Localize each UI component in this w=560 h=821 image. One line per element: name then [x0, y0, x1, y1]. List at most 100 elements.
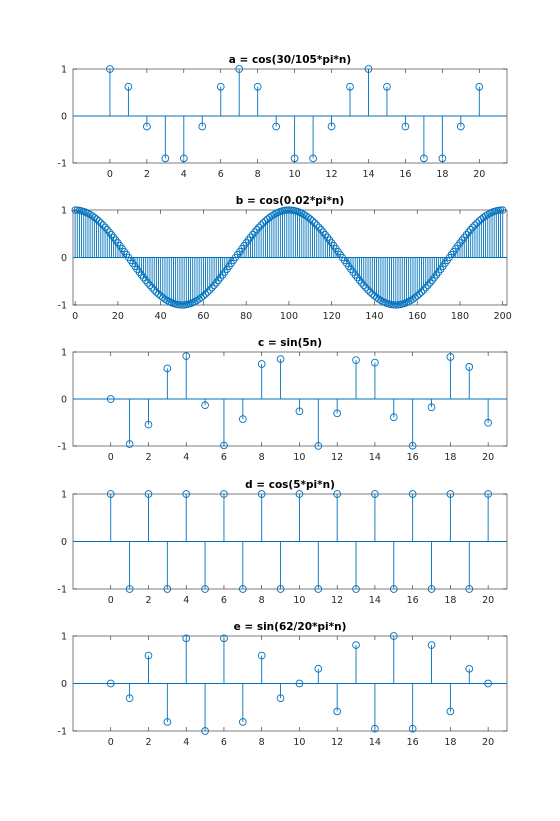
stem-marker — [383, 82, 391, 91]
stem-marker — [465, 664, 474, 673]
stem-marker — [161, 154, 170, 163]
x-tick-label: 12 — [331, 595, 343, 606]
stem-marker — [235, 65, 244, 73]
y-tick-label: 1 — [61, 65, 67, 76]
stem-marker — [295, 490, 304, 498]
x-tick-label: 16 — [407, 737, 419, 748]
stem-marker — [446, 353, 455, 361]
x-tick-label: 180 — [451, 311, 469, 322]
stem-marker — [253, 82, 262, 91]
stem-marker — [327, 122, 336, 131]
chart-title: a = cos(30/105*pi*n) — [229, 54, 351, 66]
stem-marker — [313, 221, 321, 229]
stem-marker — [417, 288, 426, 296]
stem-marker — [352, 585, 360, 593]
x-tick-label: 20 — [112, 311, 124, 322]
y-tick-label: 1 — [61, 206, 67, 217]
stem-marker — [389, 413, 398, 422]
stem-marker — [375, 295, 383, 303]
x-tick-label: 200 — [494, 311, 512, 322]
x-tick-label: 16 — [407, 452, 419, 463]
stem-marker — [144, 490, 153, 498]
x-tick-label: 8 — [259, 452, 265, 463]
x-tick-label: 4 — [183, 452, 189, 463]
stem-marker — [304, 213, 312, 222]
stem-marker — [257, 360, 266, 368]
stem-marker — [248, 230, 257, 239]
stem-marker — [251, 228, 259, 236]
x-tick-label: 6 — [218, 169, 224, 180]
x-tick-label: 16 — [407, 595, 419, 606]
stem-marker — [422, 284, 430, 292]
x-tick-label: 2 — [145, 737, 151, 748]
y-tick-label: -1 — [58, 159, 67, 170]
stem-marker — [364, 286, 372, 294]
stem-marker — [268, 212, 276, 220]
y-tick-label: 0 — [61, 395, 67, 406]
x-tick-label: 6 — [221, 595, 227, 606]
stem-marker — [103, 225, 111, 234]
stem-marker — [144, 651, 153, 660]
stem-marker — [357, 279, 366, 287]
x-tick-label: 10 — [293, 452, 305, 463]
stem-marker — [389, 632, 398, 640]
stem-marker — [220, 441, 228, 450]
x-tick-label: 160 — [408, 311, 426, 322]
stem-marker — [124, 82, 133, 91]
y-tick-label: 0 — [61, 537, 67, 548]
stem-marker — [469, 223, 477, 231]
stem-marker — [201, 585, 209, 593]
x-tick-label: 12 — [331, 737, 343, 748]
x-tick-label: 8 — [259, 737, 265, 748]
stem-marker — [99, 221, 107, 229]
stem-marker — [426, 279, 434, 287]
stem-marker — [101, 223, 109, 231]
stem-marker — [366, 288, 374, 296]
x-tick-label: 8 — [255, 169, 261, 180]
stem-marker — [272, 122, 280, 131]
stem-marker — [204, 288, 212, 296]
x-tick-label: 8 — [259, 595, 265, 606]
stem-marker — [306, 215, 314, 223]
stem-marker — [206, 286, 214, 294]
x-tick-label: 14 — [362, 169, 374, 180]
stem-marker — [216, 82, 225, 91]
x-tick-label: 4 — [183, 737, 189, 748]
stem-marker — [257, 221, 265, 229]
stem-marker — [456, 122, 465, 131]
x-tick-label: 2 — [145, 595, 151, 606]
stem-marker — [446, 707, 455, 716]
stem-marker — [438, 154, 447, 163]
stem-marker — [92, 215, 101, 223]
stem-marker — [198, 122, 207, 131]
x-tick-label: 40 — [155, 311, 167, 322]
stem-marker — [238, 415, 247, 423]
subplot-3: c = sin(5n) 0 2 4 6 8 10 12 14 16 18 20 -1 0 1 — [58, 337, 508, 463]
stem-marker — [152, 288, 161, 296]
chart-title: c = sin(5n) — [258, 337, 322, 349]
stem-marker — [424, 281, 432, 290]
stem-marker — [499, 206, 507, 214]
subplot-1: a = cos(30/105*pi*n) 0 2 4 6 8 10 12 14 16 18 20 -1 0… — [58, 54, 508, 180]
stem-marker — [427, 585, 436, 593]
x-tick-label: 60 — [197, 311, 209, 322]
stem-marker — [90, 213, 99, 222]
x-tick-label: 18 — [436, 169, 448, 180]
stem-marker — [314, 664, 323, 673]
stem-marker — [484, 418, 492, 427]
stem-marker — [371, 724, 379, 733]
y-tick-label: -1 — [58, 727, 67, 738]
stem-marker — [154, 290, 163, 298]
stem-marker — [427, 403, 436, 412]
stem-marker — [362, 284, 370, 292]
y-tick-label: 1 — [61, 348, 67, 359]
y-tick-label: -1 — [58, 585, 67, 596]
chart-title: b = cos(0.02*pi*n) — [236, 195, 344, 207]
stem-marker — [408, 490, 417, 498]
y-tick-label: 0 — [61, 253, 67, 264]
x-tick-label: 6 — [221, 452, 227, 463]
x-tick-label: 18 — [444, 452, 456, 463]
stem-marker — [471, 221, 479, 229]
stem-marker — [125, 585, 134, 593]
